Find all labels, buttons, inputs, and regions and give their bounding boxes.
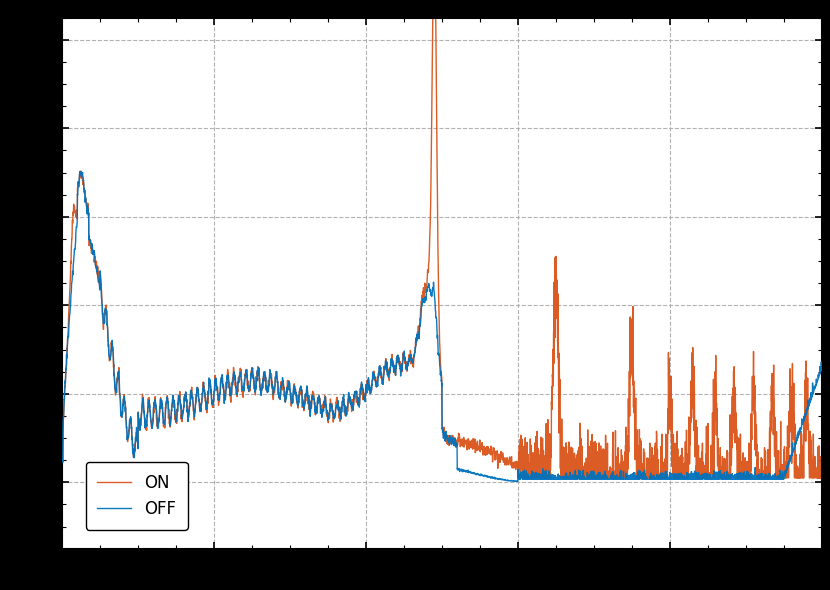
ON xyxy=(817,474,827,481)
OFF xyxy=(793,432,803,439)
ON xyxy=(427,14,437,21)
ON xyxy=(383,366,393,373)
OFF xyxy=(57,457,67,464)
OFF xyxy=(383,368,393,375)
OFF xyxy=(817,365,827,372)
ON xyxy=(376,372,386,379)
ON xyxy=(57,454,67,461)
ON xyxy=(793,472,803,479)
ON xyxy=(418,293,428,300)
OFF xyxy=(418,299,428,306)
Line: OFF: OFF xyxy=(62,171,822,481)
OFF xyxy=(76,168,86,175)
OFF xyxy=(510,478,520,485)
ON xyxy=(756,474,766,481)
ON xyxy=(513,474,523,481)
Line: ON: ON xyxy=(62,18,822,478)
OFF xyxy=(756,476,766,483)
OFF xyxy=(609,473,619,480)
Legend: ON, OFF: ON, OFF xyxy=(85,462,188,530)
ON xyxy=(609,474,619,481)
OFF xyxy=(377,370,387,377)
